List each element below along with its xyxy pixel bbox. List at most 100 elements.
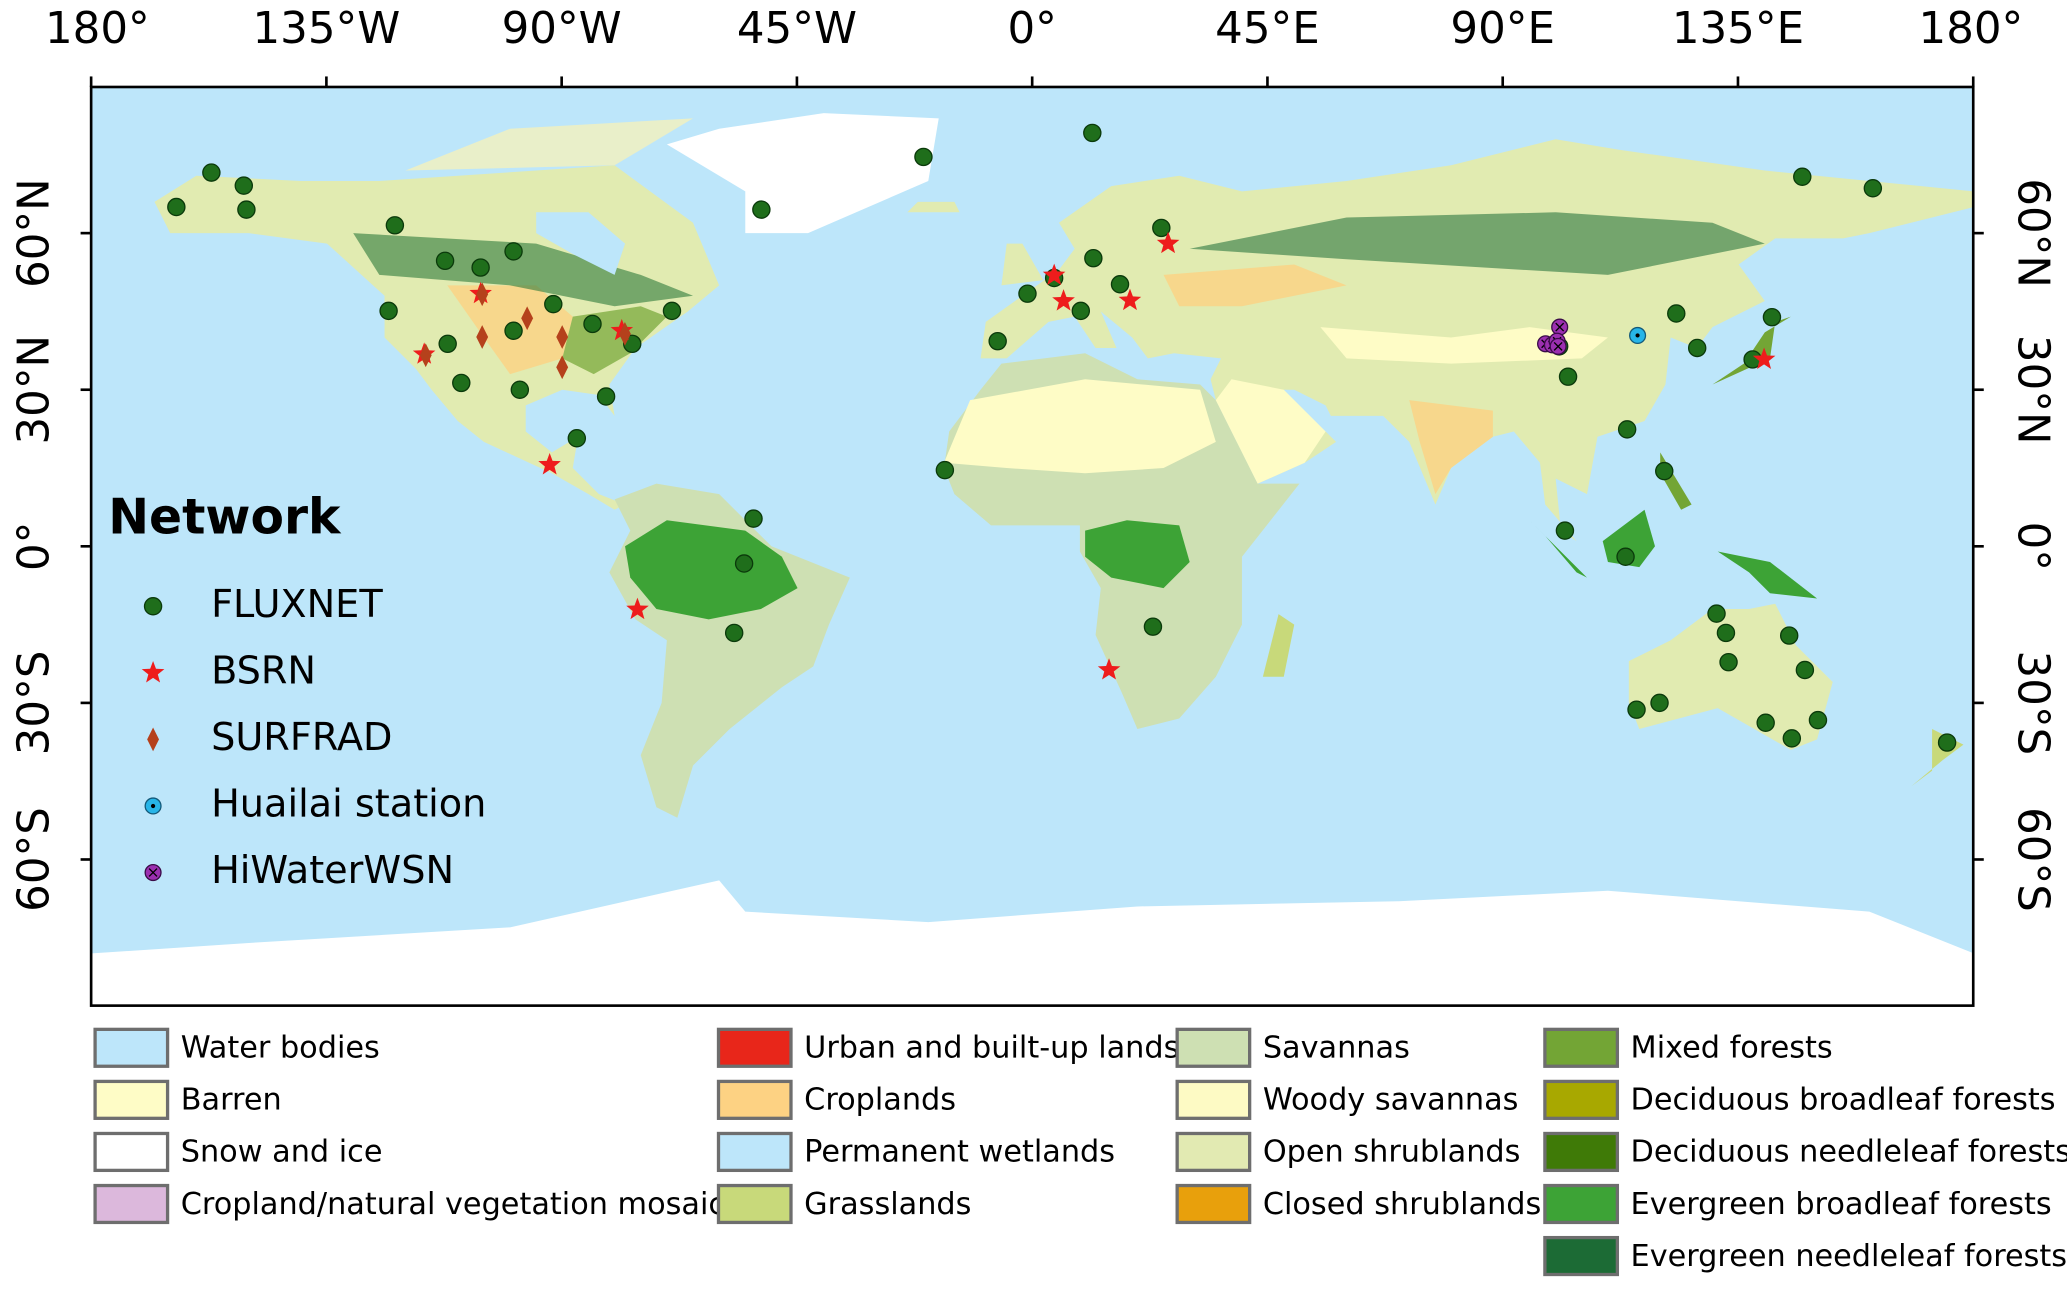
- x-tick-label: 135°W: [253, 4, 401, 54]
- x-tick-label: 180°: [1919, 4, 2024, 54]
- station-part: [1143, 617, 1163, 636]
- station-part: [1707, 604, 1726, 623]
- y-tick-label: 30°S: [10, 651, 60, 756]
- station-part: [662, 301, 682, 321]
- y-tick-label: 60°S: [2007, 807, 2057, 912]
- land: [91, 113, 1974, 1006]
- station: [1616, 547, 1635, 566]
- station: [144, 797, 162, 815]
- station-part: [1650, 693, 1669, 713]
- station: [1052, 289, 1075, 311]
- station-part: [150, 803, 156, 809]
- land-cover-label: Savannas: [1263, 1031, 1410, 1066]
- legend-title: Network: [108, 490, 342, 546]
- land-cover-label: Evergreen broadleaf forests: [1631, 1187, 2052, 1222]
- station: [1756, 713, 1775, 732]
- station-part: [1616, 547, 1635, 566]
- station-part: [148, 868, 158, 877]
- station: [1555, 521, 1575, 540]
- legend-label: BSRN: [211, 649, 316, 693]
- station: [1716, 623, 1736, 643]
- land-cover-swatch: [1543, 1131, 1620, 1173]
- station-part: [988, 331, 1007, 351]
- land-cover-swatch: [1543, 1079, 1620, 1120]
- station-part: [1018, 284, 1037, 303]
- land-cover-swatch: [93, 1079, 170, 1120]
- land-cover-label: Mixed forests: [1631, 1031, 1833, 1066]
- station: [596, 387, 616, 406]
- station-part: [1687, 338, 1707, 358]
- station: [626, 597, 649, 620]
- station-part: [1083, 123, 1102, 143]
- station-part: [1762, 307, 1782, 327]
- station: [202, 163, 221, 182]
- y-tick-label: 0°: [2007, 522, 2057, 571]
- station: [538, 452, 561, 475]
- land-cover-swatch: [1543, 1183, 1620, 1225]
- station: [1762, 307, 1782, 327]
- station: [521, 306, 534, 331]
- station: [1549, 337, 1567, 355]
- station-part: [504, 321, 523, 340]
- land-cover-swatch: [1543, 1235, 1620, 1277]
- land-cover-label: Cropland/natural vegetation mosaics: [181, 1187, 741, 1222]
- station: [744, 509, 763, 528]
- y-tick-label: 60°N: [10, 178, 60, 288]
- land-cover-label: Snow and ice: [181, 1135, 383, 1170]
- legend-label: FLUXNET: [211, 583, 383, 627]
- x-tick-label: 90°E: [1450, 4, 1555, 54]
- land-cover-label: Open shrublands: [1263, 1135, 1521, 1170]
- y-tick-label: 60°N: [2007, 178, 2057, 288]
- station-part: [1042, 263, 1066, 285]
- station: [476, 282, 489, 307]
- land-cover-swatch: [716, 1079, 793, 1120]
- station: [385, 216, 405, 235]
- station-part: [167, 197, 186, 217]
- land-cover-swatch: [93, 1183, 170, 1225]
- legend-label: SURFRAD: [211, 716, 392, 760]
- station: [504, 242, 523, 261]
- station-part: [379, 301, 398, 321]
- station-part: [567, 429, 587, 448]
- y-tick-label: 60°S: [10, 807, 60, 912]
- station: [237, 200, 256, 219]
- y-tick-label: 0°: [10, 522, 60, 571]
- station: [419, 343, 432, 368]
- land-cover-label: Urban and built-up lands: [804, 1031, 1179, 1066]
- station-part: [471, 258, 490, 277]
- station-part: [1793, 167, 1812, 186]
- land-cover-swatch: [716, 1027, 793, 1068]
- x-tick-label: 180°: [45, 4, 150, 54]
- station: [1655, 461, 1674, 481]
- station-part: [1782, 729, 1802, 748]
- station-part: [544, 294, 563, 314]
- land-cover-label: Deciduous broadleaf forests: [1631, 1083, 2056, 1118]
- station: [510, 380, 530, 399]
- station-part: [583, 314, 602, 334]
- station-part: [1863, 179, 1883, 198]
- land-cover-swatch: [93, 1027, 170, 1068]
- station: [1143, 617, 1163, 636]
- station-part: [1752, 347, 1776, 370]
- station: [147, 727, 160, 752]
- station-part: [1553, 341, 1563, 351]
- station-part: [1110, 275, 1130, 294]
- station: [471, 258, 490, 277]
- station-part: [476, 282, 489, 307]
- station: [1795, 660, 1815, 680]
- station: [504, 321, 523, 340]
- station-part: [1118, 288, 1142, 311]
- station: [1650, 693, 1669, 713]
- station: [1793, 167, 1812, 186]
- land-cover-swatch: [1175, 1027, 1252, 1068]
- x-tick-label: 135°E: [1672, 4, 1804, 54]
- station: [1808, 710, 1828, 730]
- station: [752, 200, 771, 219]
- station-part: [521, 306, 534, 331]
- station-part: [1719, 652, 1738, 672]
- station-part: [476, 325, 489, 349]
- station-part: [1655, 461, 1674, 481]
- station: [1937, 733, 1957, 752]
